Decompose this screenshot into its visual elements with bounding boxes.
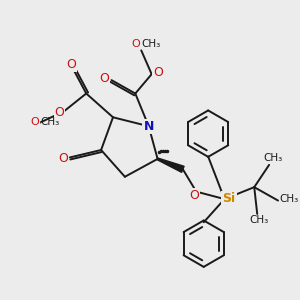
Polygon shape [157,158,184,172]
Text: CH₃: CH₃ [280,194,299,204]
Text: N: N [143,120,154,133]
Text: O: O [55,106,64,119]
Text: O: O [31,117,39,127]
Text: O: O [58,152,68,164]
Text: CH₃: CH₃ [249,215,268,226]
Text: CH₃: CH₃ [141,39,161,49]
Text: O: O [99,72,109,85]
Text: Si: Si [222,192,236,205]
Text: O: O [189,189,199,202]
Text: O: O [153,66,163,79]
Text: methoxy: methoxy [37,122,44,123]
Text: O: O [66,58,76,71]
Text: methoxy: methoxy [33,117,41,118]
Text: O: O [131,39,140,49]
Text: CH₃: CH₃ [40,117,60,127]
Text: CH₃: CH₃ [263,153,282,163]
